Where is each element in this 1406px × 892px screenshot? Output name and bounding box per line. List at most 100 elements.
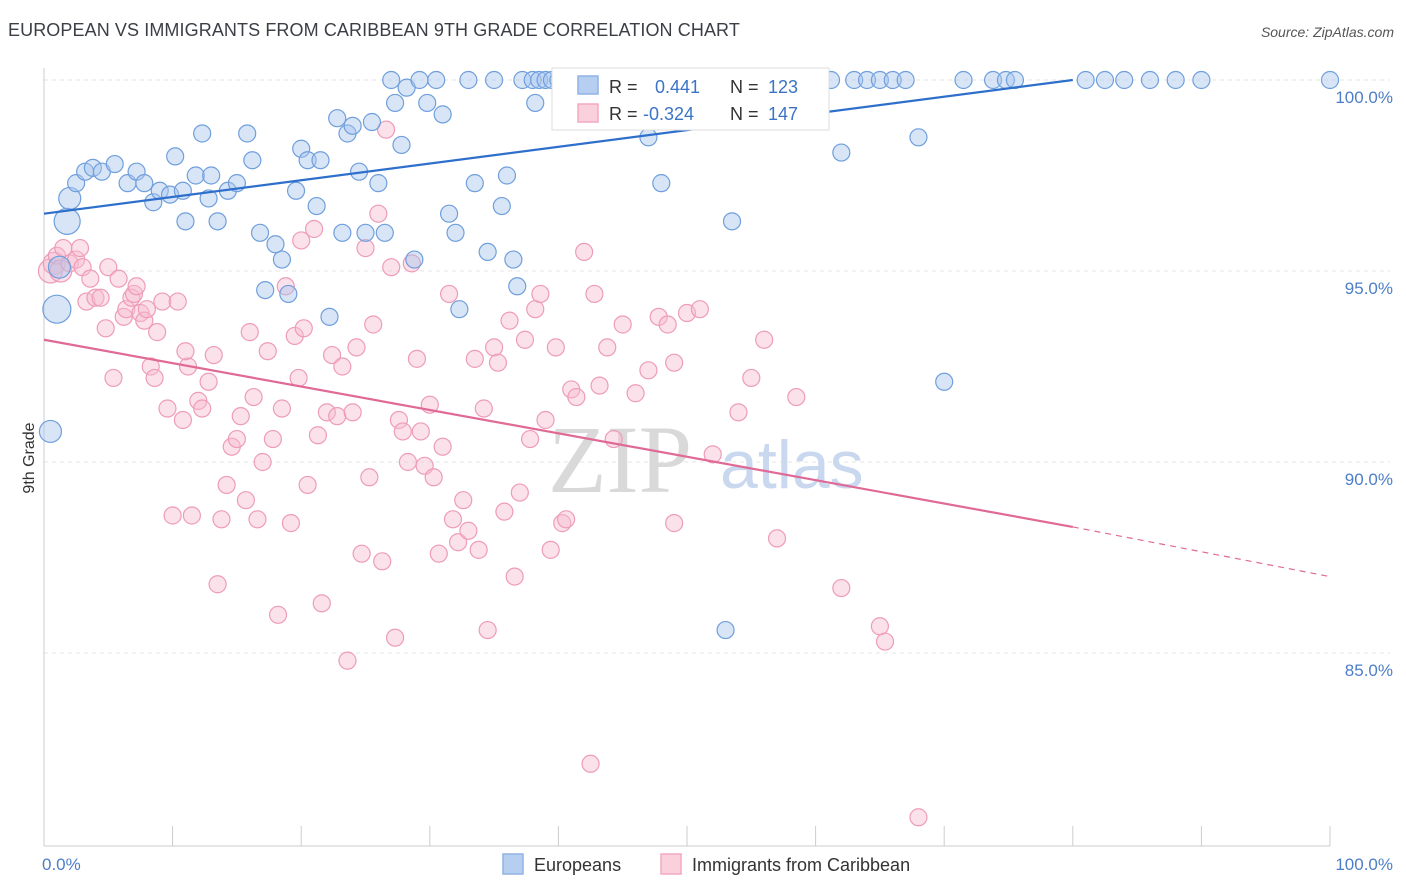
x-tick-label-max: 100.0% [1335, 855, 1393, 874]
bottom-legend-caribbean: Immigrants from Caribbean [692, 855, 910, 875]
caribbean-point [526, 300, 545, 319]
caribbean-point [373, 552, 392, 571]
legend-n-value-1: 123 [768, 77, 798, 97]
european-point [47, 255, 72, 279]
y-tick-label: 85.0% [1345, 661, 1393, 680]
caribbean-point [244, 387, 263, 407]
caribbean-point [356, 238, 375, 258]
caribbean-point [258, 342, 277, 361]
european-point [478, 242, 497, 261]
european-point [186, 166, 205, 185]
european-point [208, 212, 227, 231]
caribbean-point [141, 357, 160, 376]
european-point [238, 124, 257, 143]
legend-n-label-1: N = [730, 77, 759, 97]
european-point [135, 174, 154, 193]
caribbean-point [393, 422, 412, 441]
european-point [38, 419, 63, 444]
caribbean-point [909, 808, 928, 827]
european-point [385, 93, 405, 113]
caribbean-point [217, 475, 236, 495]
caribbean-point [104, 368, 123, 388]
european-point [530, 70, 549, 90]
european-point [896, 70, 915, 90]
european-point [298, 151, 317, 170]
y-tick-label: 90.0% [1345, 470, 1393, 489]
legend-r-value-2: -0.324 [643, 104, 694, 124]
bottom-legend-europeans: Europeans [534, 855, 621, 875]
european-point [42, 294, 72, 324]
european-point [410, 70, 429, 90]
caribbean-point [231, 407, 250, 426]
european-point [392, 135, 411, 155]
caribbean-point [411, 422, 430, 441]
european-point [722, 212, 742, 231]
gridlines [44, 79, 1390, 654]
caribbean-point [531, 284, 550, 304]
caribbean-point [465, 349, 484, 368]
caribbean-point [292, 231, 311, 250]
caribbean-point [268, 605, 288, 624]
european-point [311, 151, 330, 170]
european-point [320, 307, 339, 326]
caribbean-point [312, 594, 331, 613]
x-ticks [43, 826, 1331, 846]
caribbean-point [317, 403, 337, 422]
caribbean-point [832, 578, 851, 598]
caribbean-point [360, 468, 379, 487]
caribbean-point [347, 338, 366, 357]
legend-n-value-2: 147 [768, 104, 798, 124]
caribbean-point [658, 315, 677, 334]
y-axis-label: 9th Grade [21, 422, 38, 493]
caribbean-point [137, 300, 156, 319]
watermark-zip: ZIP [548, 406, 692, 513]
european-point [504, 250, 523, 269]
caribbean-point [253, 452, 272, 472]
european-point [286, 181, 306, 200]
european-point [845, 70, 864, 90]
caribbean-point [407, 349, 427, 368]
caribbean-point [227, 429, 246, 449]
caribbean-point [665, 514, 684, 533]
caribbean-point [536, 410, 555, 430]
caribbean-point [485, 338, 504, 357]
caribbean-point [127, 277, 146, 296]
caribbean-point [204, 345, 223, 365]
caribbean-point [755, 330, 774, 349]
caribbean-point [343, 403, 362, 422]
caribbean-point [581, 754, 600, 773]
caribbean-point [240, 323, 259, 342]
european-point [459, 70, 478, 90]
caribbean-point [294, 319, 313, 338]
trend-lines [43, 78, 1331, 578]
european-point [857, 70, 877, 90]
european-point [375, 223, 394, 242]
caribbean-point [263, 429, 283, 449]
european-point [382, 70, 401, 90]
caribbean-point [182, 506, 201, 525]
european-point [105, 154, 124, 174]
european-point [433, 105, 452, 124]
caribbean-point [439, 284, 459, 304]
caribbean-point [433, 437, 452, 456]
caribbean-point [304, 219, 324, 239]
european-point [983, 70, 1003, 90]
caribbean-point [541, 540, 560, 559]
caribbean-point [546, 338, 565, 357]
caribbean-point [212, 510, 231, 529]
european-point [1115, 70, 1134, 90]
caribbean-point [135, 311, 154, 330]
caribbean-point [308, 426, 328, 445]
caribbean-point [875, 632, 895, 651]
caribbean-point [352, 544, 371, 563]
european-point [652, 174, 671, 193]
caribbean-point [382, 258, 401, 277]
european-point [909, 128, 928, 147]
caribbean-point [248, 510, 267, 529]
caribbean-point [376, 120, 396, 139]
caribbean-point [389, 410, 409, 430]
european-point [202, 166, 221, 185]
y-tick-label: 95.0% [1345, 279, 1393, 298]
european-point [307, 196, 326, 216]
caribbean-point [236, 491, 256, 510]
